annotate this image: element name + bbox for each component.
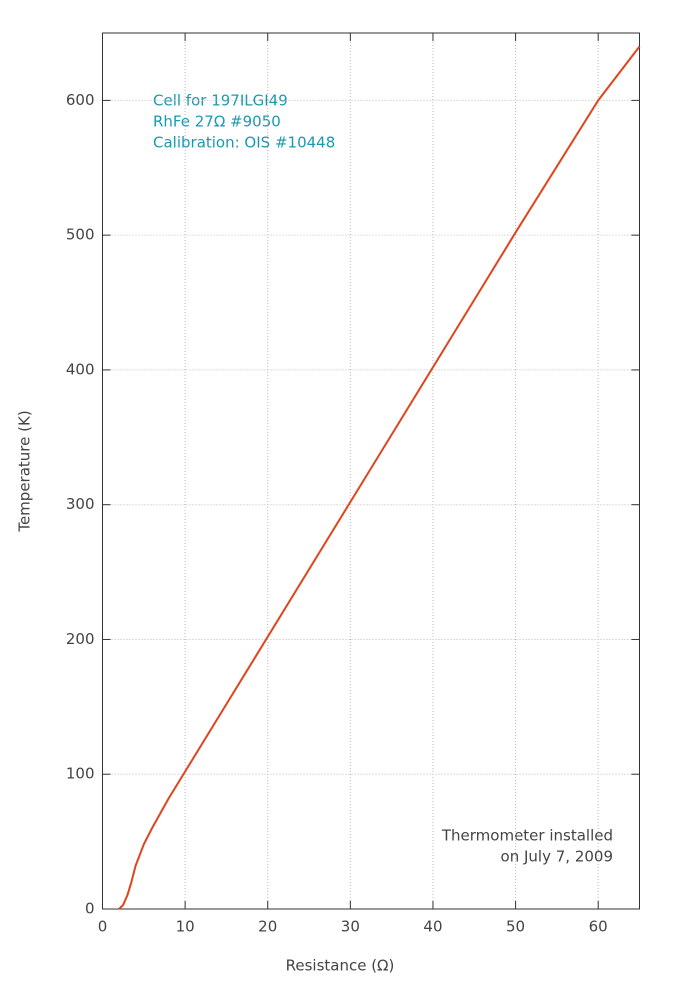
x-tick-label: 60 [589,918,608,936]
x-tick-label: 30 [341,918,360,936]
y-axis-label: Temperature (K) [16,410,34,532]
x-tick-label: 0 [98,918,108,936]
y-tick-label: 200 [66,630,95,648]
x-tick-label: 10 [176,918,195,936]
x-axis-label: Resistance (Ω) [286,957,395,975]
plot-frame [102,32,640,910]
y-tick-label: 600 [66,91,95,109]
x-tick-label: 50 [506,918,525,936]
y-tick-label: 500 [66,226,95,244]
y-tick-label: 400 [66,360,95,378]
annotation: RhFe 27Ω #9050 [153,113,281,131]
y-tick-label: 0 [85,900,95,918]
annotation: Calibration: OIS #10448 [153,134,335,152]
annotation: on July 7, 2009 [501,848,613,866]
data-line [118,45,641,910]
y-tick-label: 100 [66,765,95,783]
x-tick-label: 40 [423,918,442,936]
annotation: Thermometer installed [441,827,613,845]
x-tick-label: 20 [258,918,277,936]
y-tick-label: 300 [66,495,95,513]
